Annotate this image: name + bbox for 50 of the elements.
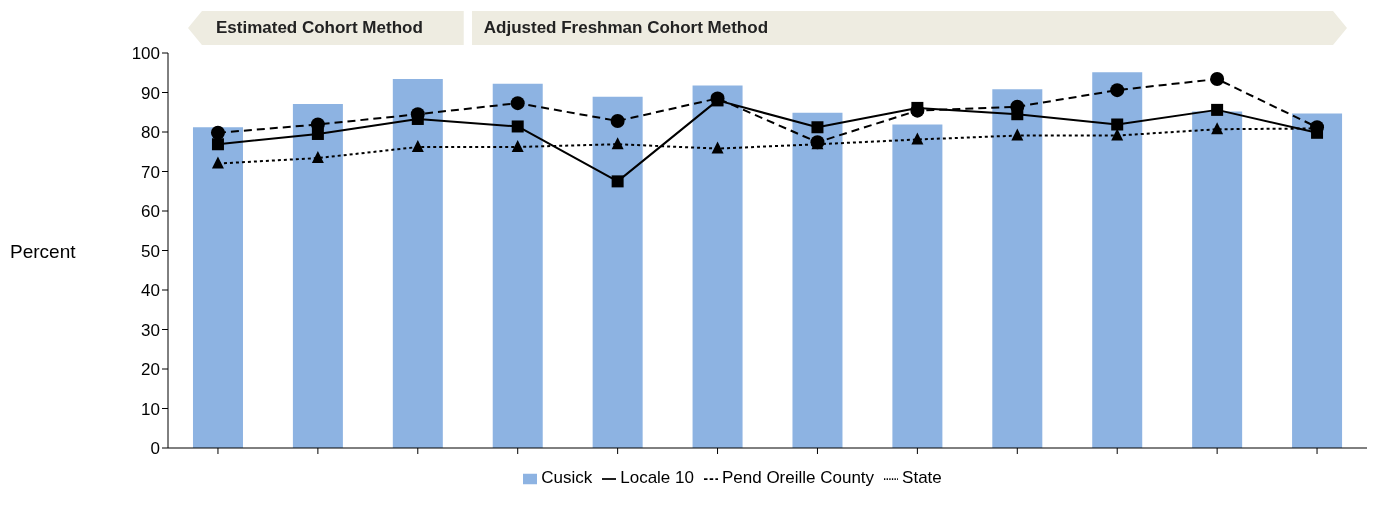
- bar: [692, 85, 743, 448]
- point: [311, 151, 324, 164]
- point: [1210, 72, 1225, 87]
- y-tick-label: 70: [141, 162, 160, 182]
- bar: [192, 127, 243, 448]
- legend-label: Pend Oreille County: [721, 468, 875, 487]
- y-tick-label: 30: [141, 320, 160, 340]
- bar: [792, 112, 843, 448]
- point: [211, 138, 224, 151]
- y-tick-label: 80: [141, 123, 160, 143]
- bar: [1292, 113, 1343, 448]
- bar: [892, 124, 943, 448]
- bar: [992, 89, 1043, 448]
- y-tick-label: 100: [131, 44, 160, 64]
- bar: [492, 83, 543, 448]
- point: [511, 140, 524, 153]
- point: [811, 121, 824, 134]
- y-tick-label: 90: [141, 83, 160, 103]
- point: [611, 175, 624, 188]
- y-tick-label: 20: [141, 360, 160, 380]
- point: [210, 125, 225, 140]
- legend-label: State: [902, 468, 942, 487]
- point: [911, 132, 924, 145]
- point: [1011, 128, 1024, 141]
- y-tick-label: 10: [141, 399, 160, 419]
- bar: [392, 79, 443, 448]
- arrow-banner: Adjusted Freshman Cohort Method: [471, 11, 1347, 45]
- point: [611, 137, 624, 150]
- point: [211, 156, 224, 169]
- y-tick-label: 50: [141, 241, 160, 261]
- point: [1211, 103, 1224, 116]
- bar: [1192, 111, 1243, 448]
- arrow-banner: Estimated Cohort Method: [187, 11, 464, 45]
- y-tick-label: 60: [141, 202, 160, 222]
- point: [1211, 122, 1224, 135]
- point: [1110, 83, 1125, 98]
- bar: [1092, 72, 1143, 448]
- point: [511, 120, 524, 133]
- bar: [592, 96, 643, 448]
- point: [610, 113, 625, 128]
- y-tick-label: 40: [141, 281, 160, 301]
- legend-label: Locale 10: [620, 468, 694, 487]
- point: [510, 96, 525, 111]
- point: [411, 140, 424, 153]
- y-axis-title: Percent: [10, 240, 76, 263]
- bar: [292, 103, 343, 448]
- point: [711, 141, 724, 154]
- legend-label: Cusick: [541, 468, 593, 487]
- y-tick-label: 0: [150, 439, 160, 459]
- point: [1111, 118, 1124, 131]
